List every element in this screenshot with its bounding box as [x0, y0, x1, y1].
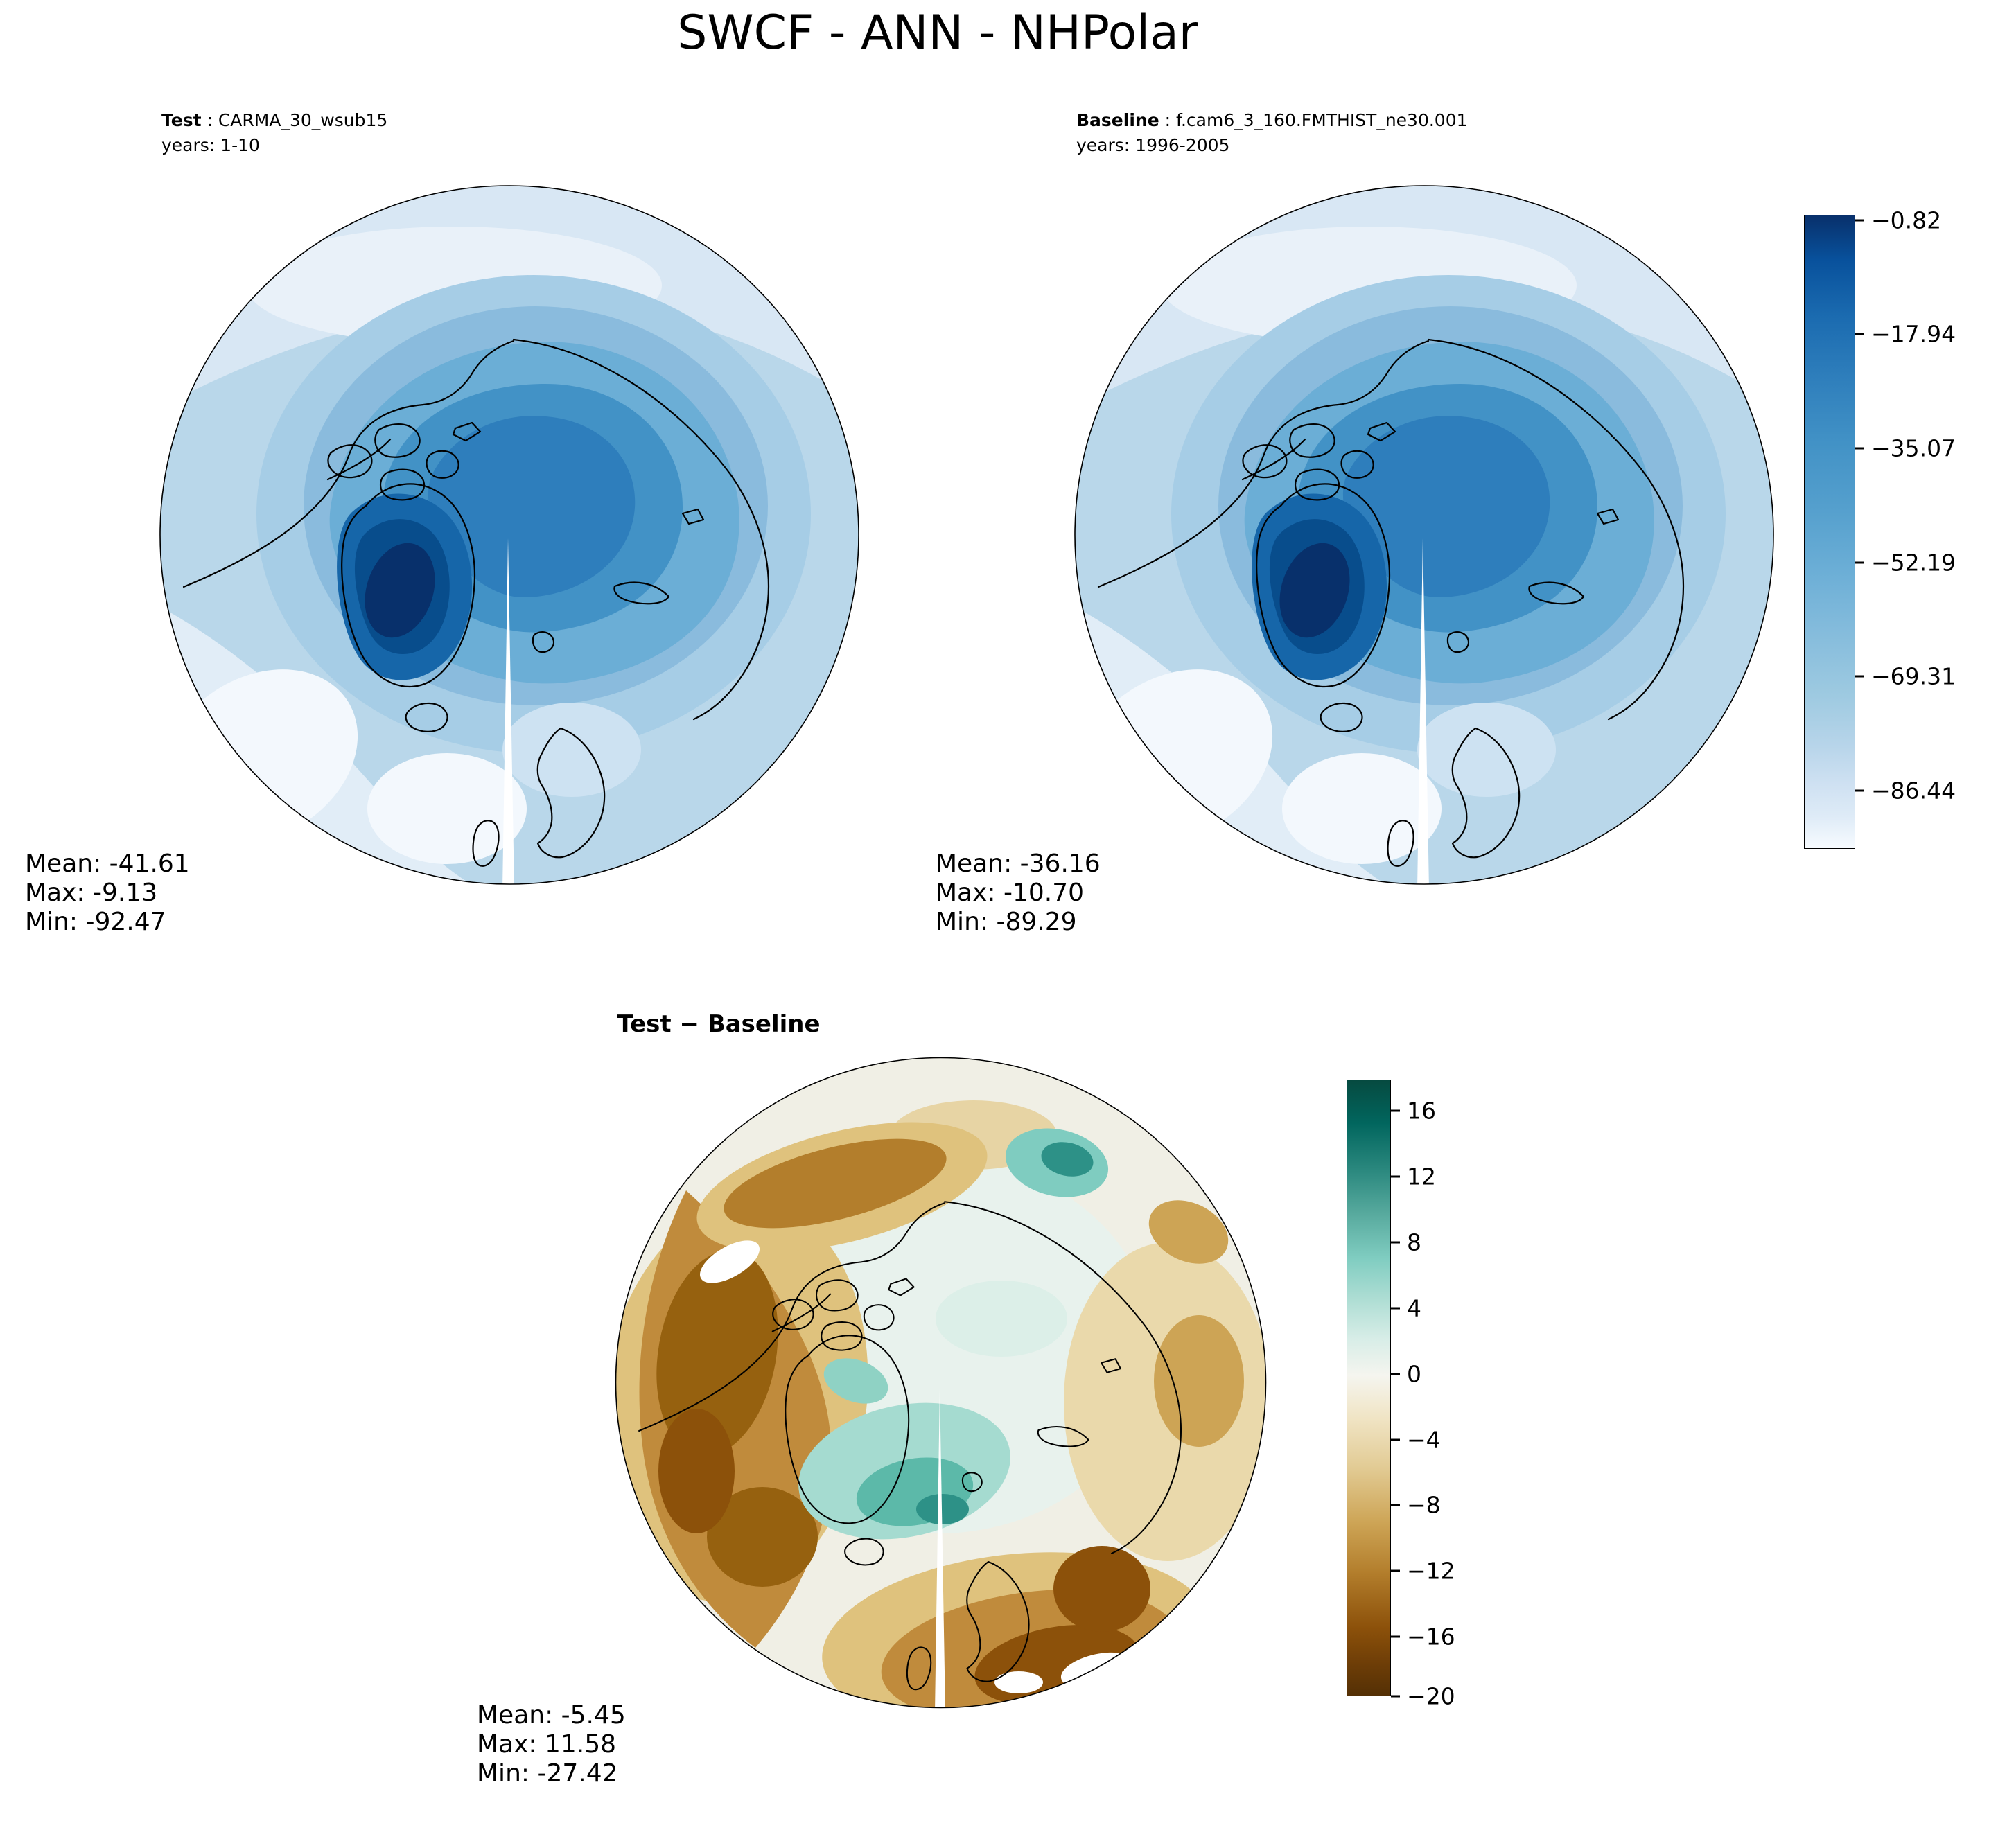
tick-mark	[1855, 561, 1864, 564]
diff-min-stat: Min: -27.42	[477, 1759, 618, 1788]
main-colorbar-tick: −0.82	[1855, 207, 1941, 234]
baseline-years-label: years: 1996-2005	[1076, 135, 1230, 156]
tick-label: −12	[1407, 1557, 1455, 1585]
diff-colorbar-tick: −12	[1391, 1558, 1455, 1585]
test-min-stat: Min: -92.47	[25, 907, 166, 936]
tick-mark	[1391, 1373, 1400, 1375]
main-colorbar-tick: −69.31	[1855, 663, 1956, 690]
tick-label: 4	[1407, 1294, 1421, 1322]
tick-mark	[1855, 447, 1864, 450]
baseline-polar-map	[1071, 182, 1778, 888]
baseline-mean-stat: Mean: -36.16	[936, 850, 1101, 878]
diff-colorbar-tick: −16	[1391, 1623, 1455, 1651]
tick-mark	[1391, 1241, 1400, 1244]
diff-stats: Mean: -5.45 Max: 11.58 Min: -27.42	[477, 1701, 626, 1788]
test-mean-stat: Mean: -41.61	[25, 850, 190, 878]
tick-mark	[1391, 1569, 1400, 1572]
tick-label: −69.31	[1871, 662, 1956, 690]
diff-colorbar-tick: 12	[1391, 1163, 1436, 1190]
diff-colorbar-gradient	[1347, 1080, 1391, 1696]
main-colorbar: −0.82 −17.94 −35.07 −52.19 −69.31 −86.44	[1804, 207, 1989, 849]
baseline-panel-header: Baseline : f.cam6_3_160.FMTHIST_ne30.001…	[1076, 108, 1468, 159]
tick-label: 12	[1407, 1163, 1436, 1190]
tick-mark	[1855, 333, 1864, 335]
baseline-max-stat: Max: -10.70	[936, 878, 1085, 907]
tick-label: −8	[1407, 1491, 1441, 1519]
diff-max-stat: Max: 11.58	[477, 1730, 617, 1759]
tick-mark	[1391, 1438, 1400, 1441]
tick-mark	[1855, 675, 1864, 678]
main-colorbar-gradient	[1804, 215, 1855, 849]
diff-colorbar-tick: 4	[1391, 1295, 1421, 1322]
test-max-stat: Max: -9.13	[25, 878, 158, 907]
diff-colorbar-tick: −20	[1391, 1683, 1455, 1710]
diff-panel-title: Test − Baseline	[617, 1010, 821, 1038]
page-title: SWCF - ANN - NHPolar	[677, 6, 1198, 60]
tick-mark	[1391, 1504, 1400, 1506]
baseline-stats: Mean: -36.16 Max: -10.70 Min: -89.29	[936, 850, 1101, 936]
diff-colorbar-tick: −4	[1391, 1427, 1441, 1454]
tick-label: 0	[1407, 1360, 1421, 1388]
tick-mark	[1855, 789, 1864, 792]
test-label-name: : CARMA_30_wsub15	[201, 110, 388, 130]
baseline-label-name: : f.cam6_3_160.FMTHIST_ne30.001	[1159, 110, 1468, 130]
tick-label: −52.19	[1871, 549, 1956, 577]
tick-label: −35.07	[1871, 434, 1956, 462]
baseline-min-stat: Min: -89.29	[936, 907, 1077, 936]
tick-label: 8	[1407, 1229, 1421, 1256]
tick-mark	[1391, 1109, 1400, 1112]
diff-mean-stat: Mean: -5.45	[477, 1701, 626, 1730]
main-colorbar-tick: −35.07	[1855, 435, 1956, 462]
tick-mark	[1391, 1307, 1400, 1310]
tick-mark	[1391, 1635, 1400, 1638]
tick-mark	[1391, 1695, 1400, 1698]
test-stats: Mean: -41.61 Max: -9.13 Min: -92.47	[25, 850, 190, 936]
diff-colorbar-tick: 8	[1391, 1229, 1421, 1256]
baseline-label-bold: Baseline	[1076, 110, 1159, 130]
tick-mark	[1855, 219, 1864, 222]
test-years-label: years: 1-10	[161, 135, 260, 156]
tick-label: −17.94	[1871, 320, 1956, 348]
baseline-run-label: Baseline : f.cam6_3_160.FMTHIST_ne30.001	[1076, 108, 1468, 133]
tick-label: −0.82	[1871, 206, 1942, 234]
diff-colorbar-tick: 0	[1391, 1361, 1421, 1388]
test-panel-header: Test : CARMA_30_wsub15 years: 1-10	[161, 108, 387, 159]
test-label-bold: Test	[161, 110, 202, 130]
test-run-label: Test : CARMA_30_wsub15	[161, 108, 387, 133]
difference-polar-map	[613, 1055, 1268, 1710]
tick-label: −4	[1407, 1426, 1441, 1454]
tick-label: 16	[1407, 1097, 1436, 1125]
test-polar-map	[156, 182, 863, 888]
diff-colorbar-tick: 16	[1391, 1098, 1436, 1125]
tick-label: −20	[1407, 1682, 1455, 1710]
main-colorbar-tick: −52.19	[1855, 549, 1956, 577]
diff-colorbar-tick: −8	[1391, 1492, 1441, 1519]
tick-label: −86.44	[1871, 777, 1956, 804]
diff-colorbar: 16 12 8 4 0 −4 −8 −12 −16 −20	[1347, 1080, 1527, 1710]
main-colorbar-tick: −17.94	[1855, 321, 1956, 348]
tick-label: −16	[1407, 1623, 1455, 1651]
main-colorbar-tick: −86.44	[1855, 777, 1956, 804]
tick-mark	[1391, 1175, 1400, 1178]
